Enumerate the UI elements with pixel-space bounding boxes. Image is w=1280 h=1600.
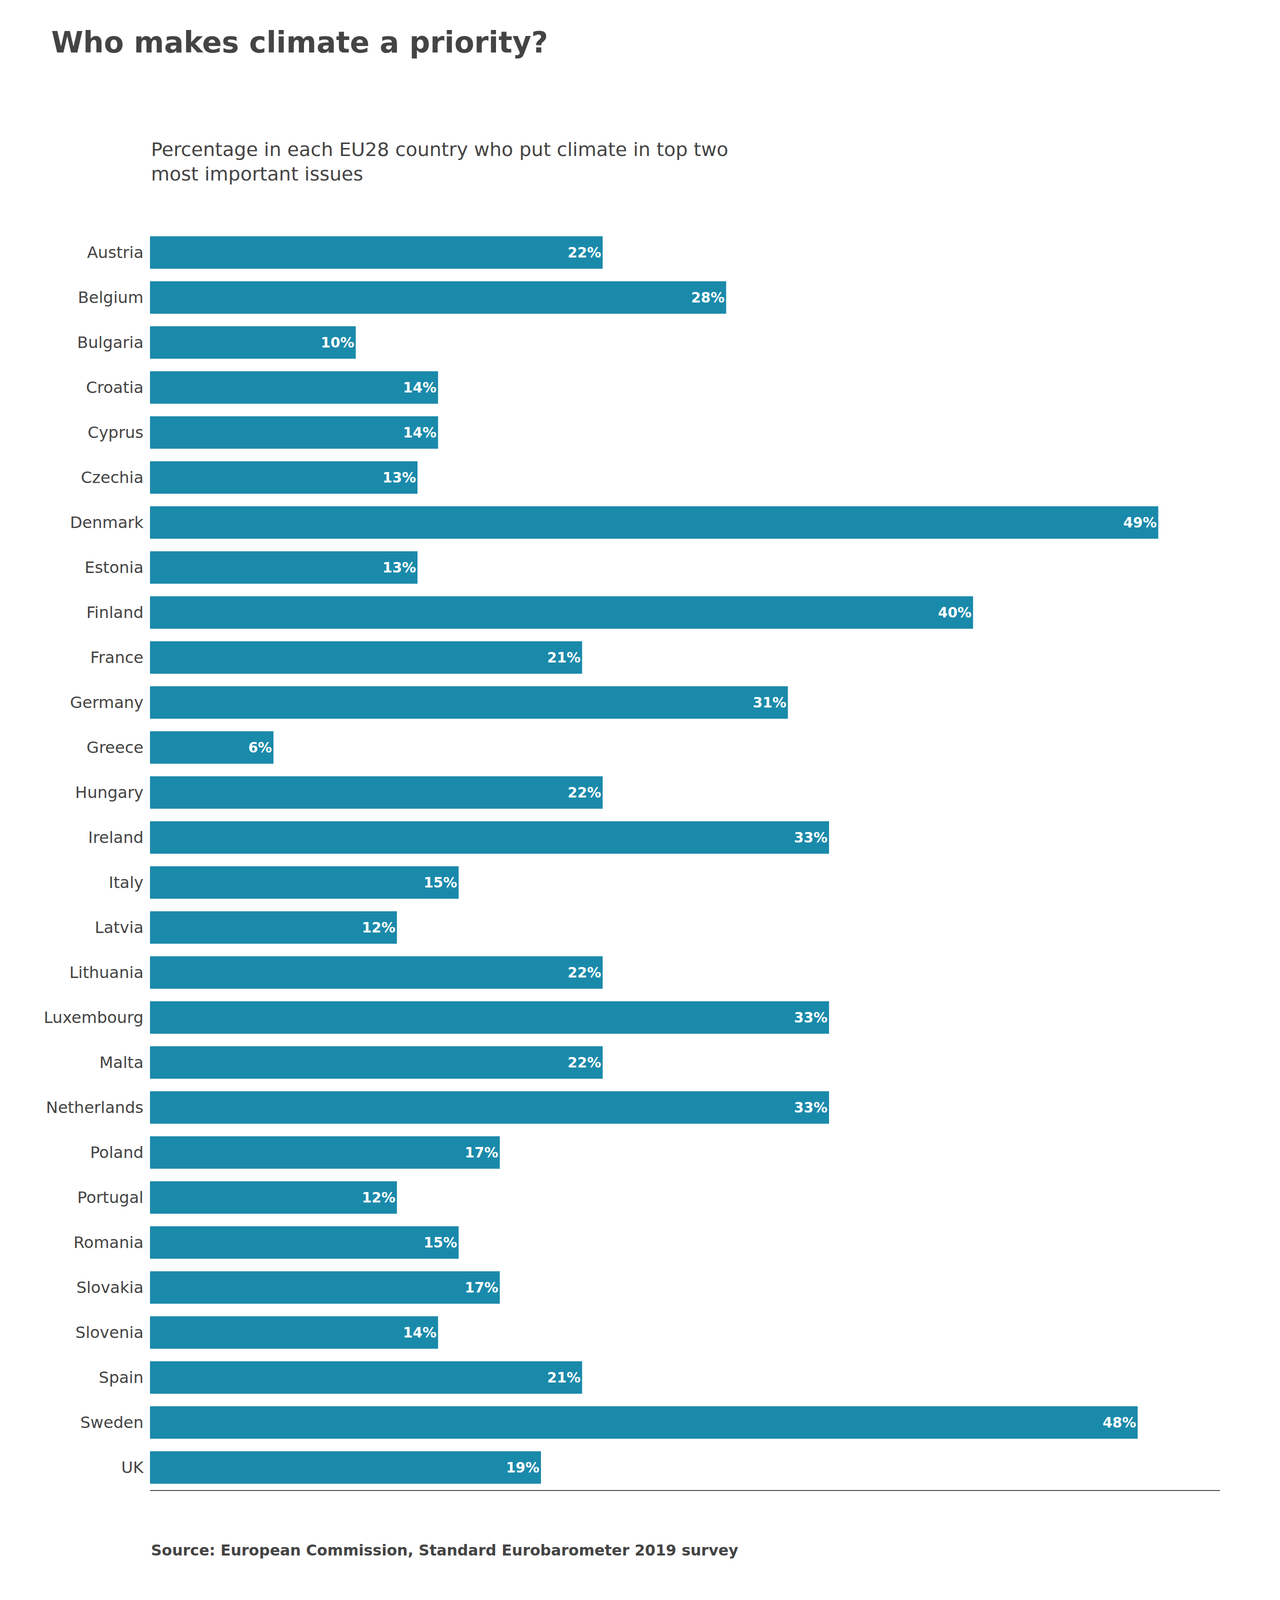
svg-text:33%: 33% [794, 829, 828, 846]
svg-text:12%: 12% [362, 919, 396, 936]
svg-text:Germany: Germany [70, 693, 144, 712]
svg-text:Bulgaria: Bulgaria [77, 333, 144, 352]
svg-text:Percentage in each EU28 countr: Percentage in each EU28 country who put … [151, 138, 729, 185]
svg-text:22%: 22% [567, 244, 601, 261]
svg-text:40%: 40% [938, 604, 972, 621]
svg-text:17%: 17% [465, 1144, 499, 1161]
svg-text:Luxembourg: Luxembourg [44, 1008, 144, 1027]
svg-text:48%: 48% [1102, 1414, 1136, 1431]
svg-text:Croatia: Croatia [86, 378, 144, 397]
svg-text:19%: 19% [506, 1459, 540, 1476]
svg-text:22%: 22% [567, 1054, 601, 1071]
svg-text:10%: 10% [321, 334, 355, 351]
svg-text:Estonia: Estonia [84, 558, 144, 577]
svg-text:Romania: Romania [73, 1233, 144, 1252]
svg-text:Portugal: Portugal [77, 1188, 144, 1207]
svg-text:Lithuania: Lithuania [69, 963, 144, 982]
svg-text:22%: 22% [567, 964, 601, 981]
svg-text:Belgium: Belgium [78, 288, 144, 307]
svg-text:33%: 33% [794, 1099, 828, 1116]
svg-text:Sweden: Sweden [80, 1413, 144, 1432]
svg-text:Italy: Italy [109, 873, 144, 892]
svg-text:21%: 21% [547, 649, 581, 666]
svg-text:Denmark: Denmark [70, 513, 144, 532]
svg-text:13%: 13% [382, 469, 416, 486]
svg-text:14%: 14% [403, 424, 437, 441]
svg-text:13%: 13% [382, 559, 416, 576]
svg-text:22%: 22% [567, 784, 601, 801]
svg-text:Slovakia: Slovakia [76, 1278, 144, 1297]
svg-text:6%: 6% [248, 739, 272, 756]
svg-text:Malta: Malta [99, 1053, 144, 1072]
svg-text:21%: 21% [547, 1369, 581, 1386]
svg-text:15%: 15% [423, 874, 457, 891]
svg-text:Slovenia: Slovenia [75, 1323, 144, 1342]
svg-text:14%: 14% [403, 379, 437, 396]
svg-text:Hungary: Hungary [75, 783, 144, 802]
svg-text:Czechia: Czechia [81, 468, 144, 487]
svg-text:28%: 28% [691, 289, 725, 306]
svg-text:Spain: Spain [99, 1368, 144, 1387]
svg-text:49%: 49% [1123, 514, 1157, 531]
svg-text:Poland: Poland [90, 1143, 144, 1162]
svg-text:Cyprus: Cyprus [87, 423, 144, 442]
svg-text:14%: 14% [403, 1324, 437, 1341]
svg-text:15%: 15% [423, 1234, 457, 1251]
svg-text:UK: UK [121, 1458, 144, 1477]
svg-text:France: France [90, 648, 144, 667]
svg-text:Austria: Austria [87, 243, 144, 262]
svg-text:Netherlands: Netherlands [46, 1098, 144, 1117]
svg-text:Latvia: Latvia [95, 918, 144, 937]
svg-text:31%: 31% [753, 694, 787, 711]
svg-text:Ireland: Ireland [88, 828, 144, 847]
svg-text:Finland: Finland [86, 603, 144, 622]
svg-text:Who makes climate a priority?: Who makes climate a priority? [51, 25, 548, 60]
svg-text:Source: European Commission, S: Source: European Commission, Standard Eu… [151, 1541, 739, 1559]
svg-text:Greece: Greece [86, 738, 144, 757]
svg-text:17%: 17% [465, 1279, 499, 1296]
svg-text:12%: 12% [362, 1189, 396, 1206]
svg-text:33%: 33% [794, 1009, 828, 1026]
